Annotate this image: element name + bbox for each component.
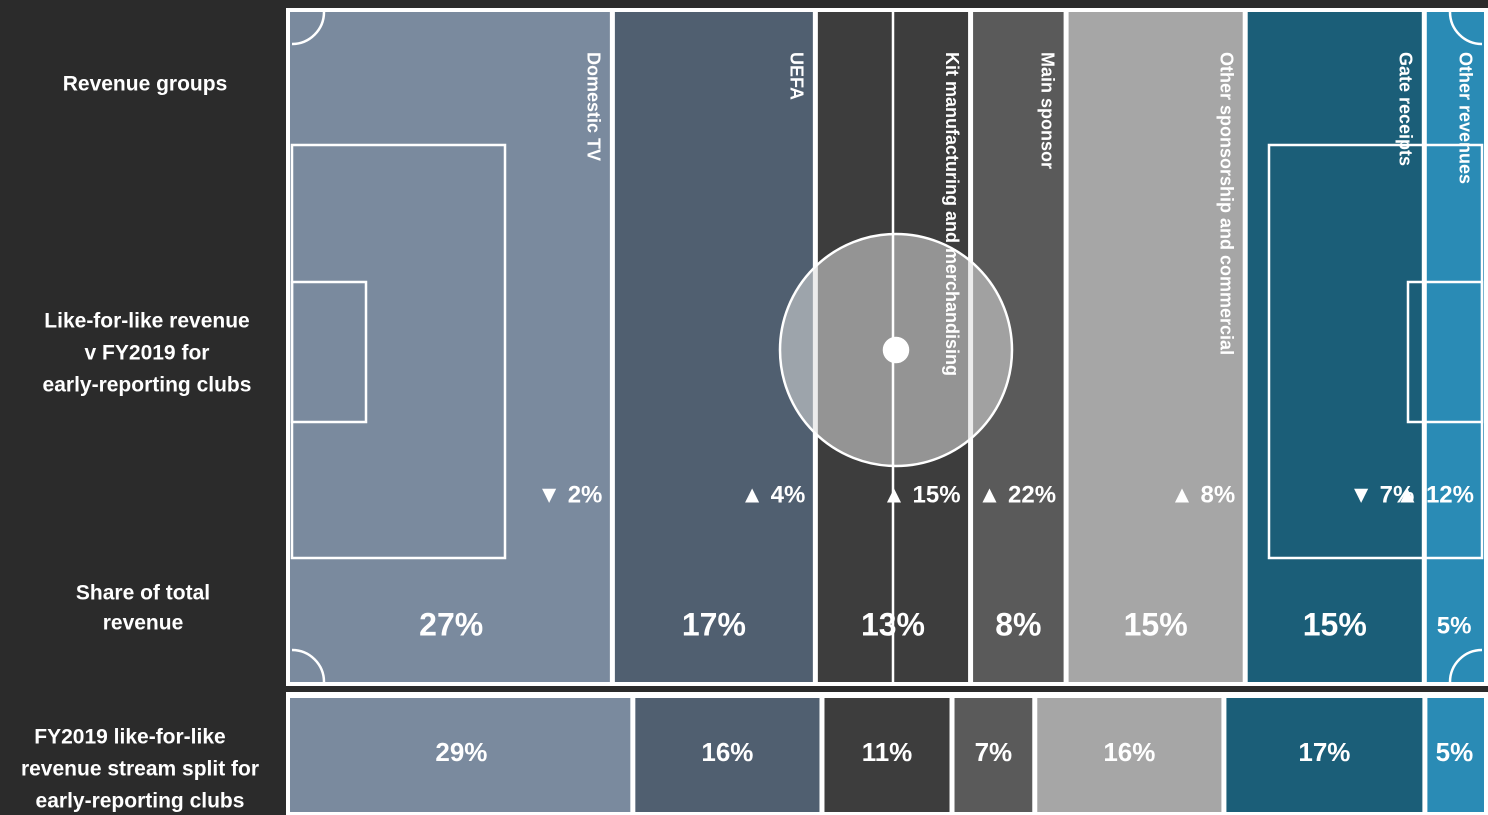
row-label: early-reporting clubs <box>43 374 252 397</box>
fy2019-bar <box>1037 698 1222 812</box>
share-label: 5% <box>1437 612 1472 639</box>
fy2019-bar <box>824 698 950 812</box>
share-label: 8% <box>995 606 1041 642</box>
category-label: Gate receipts <box>1396 52 1416 166</box>
change-label: ▲ 8% <box>1170 481 1235 508</box>
category-label: UEFA <box>787 52 807 100</box>
fy2019-label: 16% <box>701 737 753 767</box>
change-label: ▼ 7% <box>1349 481 1414 508</box>
share-label: 27% <box>419 606 483 642</box>
corner-arc <box>291 11 326 46</box>
fy2019-bar <box>290 698 631 812</box>
fy2019-label: 11% <box>862 737 913 767</box>
fy2019-label: 16% <box>1103 737 1155 767</box>
row-label: revenue stream split for <box>21 758 259 781</box>
change-label: ▼ 2% <box>537 481 602 508</box>
change-label: ▲ 22% <box>978 481 1056 508</box>
labels: Revenue groups Like-for-like revenue v F… <box>21 52 1475 813</box>
pitch-lines <box>290 11 1484 683</box>
share-label: 15% <box>1124 606 1188 642</box>
share-column <box>1426 12 1484 682</box>
category-label: Main sponsor <box>1037 52 1057 169</box>
corner-arc <box>291 648 326 683</box>
fy2019-bar <box>635 698 820 812</box>
row-label: revenue <box>103 612 184 635</box>
change-label: ▲ 15% <box>882 481 960 508</box>
fy2019-label: 17% <box>1298 737 1350 767</box>
change-label: ▲ 4% <box>740 481 805 508</box>
category-label: Other sponsorship and commercial <box>1216 52 1236 355</box>
fy2019-label: 29% <box>435 737 487 767</box>
share-label: 15% <box>1303 606 1367 642</box>
centre-spot <box>882 336 910 364</box>
goal-box-right <box>1406 280 1484 424</box>
fy2019-bar <box>954 698 1033 812</box>
share-column <box>290 12 610 682</box>
category-label: Domestic TV <box>584 52 604 161</box>
fy2019-label: 7% <box>975 737 1013 767</box>
corner-arc <box>1448 11 1483 46</box>
share-column <box>1068 12 1243 682</box>
share-label: 13% <box>861 606 925 642</box>
row-label: v FY2019 for <box>85 342 210 365</box>
row-label: Like-for-like revenue <box>44 310 249 333</box>
row-label: early-reporting clubs <box>36 790 245 813</box>
goal-box-left <box>290 280 368 424</box>
share-label: 17% <box>682 606 746 642</box>
row-label: FY2019 like-for-like <box>34 726 225 749</box>
category-label: Other revenues <box>1455 52 1475 184</box>
fy2019-bar <box>1226 698 1423 812</box>
fy2019-bar <box>1427 698 1484 812</box>
row-label: Share of total <box>76 582 210 605</box>
change-label: ▲ 12% <box>1396 481 1474 508</box>
category-label: Kit manufacturing and merchandising <box>942 52 962 376</box>
fy2019-label: 5% <box>1436 737 1474 767</box>
corner-arc <box>1448 648 1483 683</box>
row-label: Revenue groups <box>63 73 228 96</box>
share-column <box>1247 12 1422 682</box>
